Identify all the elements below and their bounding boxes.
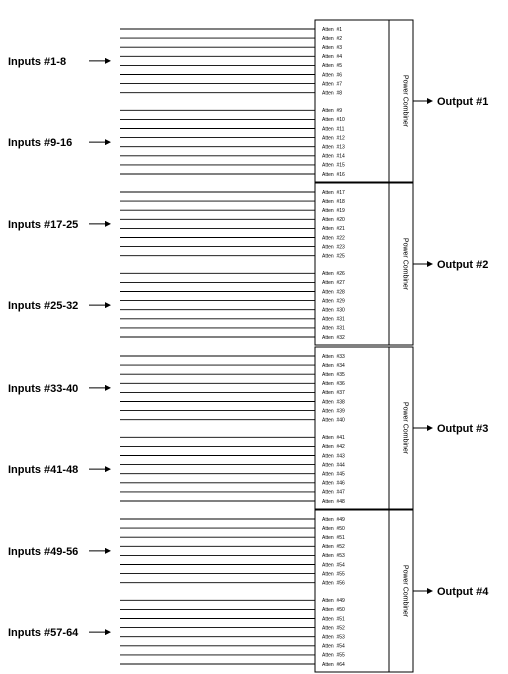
attenuator-label: Atten #15 <box>322 163 345 169</box>
attenuator-label: Atten #1 <box>322 27 342 33</box>
attenuator-label: Atten #28 <box>322 289 345 295</box>
attenuator-label: Atten #52 <box>322 625 345 631</box>
attenuator-label: Atten #45 <box>322 472 345 478</box>
power-combiner-label: Power Combiner <box>402 565 409 618</box>
attenuator-label: Atten #31 <box>322 326 345 332</box>
attenuator-bank <box>314 19 390 183</box>
attenuator-label: Atten #9 <box>322 108 342 114</box>
attenuator-label: Atten #17 <box>322 190 345 196</box>
power-combiner-label: Power Combiner <box>402 238 409 291</box>
attenuator-label: Atten #50 <box>322 526 345 532</box>
attenuator-label: Atten #37 <box>322 390 345 396</box>
attenuator-label: Atten #32 <box>322 335 345 341</box>
attenuator-label: Atten #64 <box>322 662 345 668</box>
attenuator-label: Atten #23 <box>322 244 345 250</box>
attenuator-label: Atten #18 <box>322 199 345 205</box>
attenuator-label: Atten #43 <box>322 453 345 459</box>
attenuator-label: Atten #35 <box>322 372 345 378</box>
attenuator-label: Atten #11 <box>322 126 345 132</box>
combiner-block: Power Combiner Output #2 Atten #17 Atten #1… <box>8 182 488 346</box>
attenuator-label: Atten #52 <box>322 544 345 550</box>
input-group-label: Inputs #57-64 <box>8 627 79 639</box>
attenuator-bank <box>314 346 390 510</box>
attenuator-label: Atten #26 <box>322 271 345 277</box>
output-label: Output #1 <box>437 96 488 108</box>
input-group-label: Inputs #41-48 <box>8 464 78 476</box>
output-label: Output #2 <box>437 259 488 271</box>
power-combiner-box <box>388 182 414 346</box>
power-combiner-box <box>388 509 414 673</box>
attenuator-label: Atten #5 <box>322 63 342 69</box>
input-group-label: Inputs #17-25 <box>8 219 78 231</box>
attenuator-label: Atten #30 <box>322 308 345 314</box>
attenuator-label: Atten #39 <box>322 408 345 414</box>
power-combiner-box <box>388 19 414 183</box>
attenuator-label: Atten #14 <box>322 154 345 160</box>
output-label: Output #4 <box>437 586 489 598</box>
attenuator-label: Atten #29 <box>322 298 345 304</box>
attenuator-label: Atten #48 <box>322 499 345 505</box>
attenuator-label: Atten #54 <box>322 644 345 650</box>
attenuator-label: Atten #2 <box>322 36 342 42</box>
input-group-label: Inputs #9-16 <box>8 137 72 149</box>
attenuator-label: Atten #56 <box>322 581 345 587</box>
attenuator-label: Atten #55 <box>322 571 345 577</box>
attenuator-label: Atten #54 <box>322 562 345 568</box>
attenuator-label: Atten #34 <box>322 363 345 369</box>
attenuator-label: Atten #22 <box>322 235 345 241</box>
attenuator-label: Atten #50 <box>322 607 345 613</box>
combiner-block: Power Combiner Output #4 Atten #49 Atten #5… <box>8 509 489 673</box>
attenuator-label: Atten #13 <box>322 145 345 151</box>
combiner-block: Power Combiner Output #1 Atten #1 Atten #2 A… <box>8 19 488 183</box>
attenuator-label: Atten #36 <box>322 381 345 387</box>
power-combiner-label: Power Combiner <box>402 75 409 128</box>
attenuator-label: Atten #16 <box>322 172 345 178</box>
attenuator-label: Atten #3 <box>322 45 342 51</box>
attenuator-label: Atten #55 <box>322 653 345 659</box>
attenuator-label: Atten #53 <box>322 553 345 559</box>
attenuator-label: Atten #31 <box>322 317 345 323</box>
attenuator-bank <box>314 509 390 673</box>
attenuator-label: Atten #44 <box>322 462 345 468</box>
attenuator-label: Atten #46 <box>322 481 345 487</box>
attenuator-label: Atten #12 <box>322 135 345 141</box>
input-group-label: Inputs #1-8 <box>8 56 66 68</box>
output-label: Output #3 <box>437 423 488 435</box>
attenuator-label: Atten #27 <box>322 280 345 286</box>
power-combiner-label: Power Combiner <box>402 402 409 455</box>
attenuator-label: Atten #42 <box>322 444 345 450</box>
combiner-block: Power Combiner Output #3 Atten #33 Atten #3… <box>8 346 488 510</box>
attenuator-label: Atten #38 <box>322 399 345 405</box>
attenuator-label: Atten #40 <box>322 418 345 424</box>
attenuator-label: Atten #7 <box>322 81 342 87</box>
attenuator-label: Atten #10 <box>322 117 345 123</box>
attenuator-label: Atten #8 <box>322 91 342 97</box>
input-group-label: Inputs #33-40 <box>8 383 78 395</box>
attenuator-label: Atten #49 <box>322 598 345 604</box>
attenuator-label: Atten #25 <box>322 254 345 260</box>
attenuator-label: Atten #49 <box>322 517 345 523</box>
attenuator-label: Atten #51 <box>322 616 345 622</box>
attenuator-label: Atten #47 <box>322 490 345 496</box>
input-group-label: Inputs #49-56 <box>8 546 78 558</box>
attenuator-label: Atten #4 <box>322 54 342 60</box>
attenuator-bank <box>314 182 390 346</box>
attenuator-label: Atten #21 <box>322 226 345 232</box>
attenuator-label: Atten #20 <box>322 217 345 223</box>
attenuator-label: Atten #51 <box>322 535 345 541</box>
attenuator-label: Atten #19 <box>322 208 345 214</box>
attenuator-label: Atten #6 <box>322 72 342 78</box>
input-group-label: Inputs #25-32 <box>8 300 78 312</box>
attenuator-label: Atten #41 <box>322 435 345 441</box>
attenuator-label: Atten #33 <box>322 354 345 360</box>
attenuator-label: Atten #53 <box>322 635 345 641</box>
